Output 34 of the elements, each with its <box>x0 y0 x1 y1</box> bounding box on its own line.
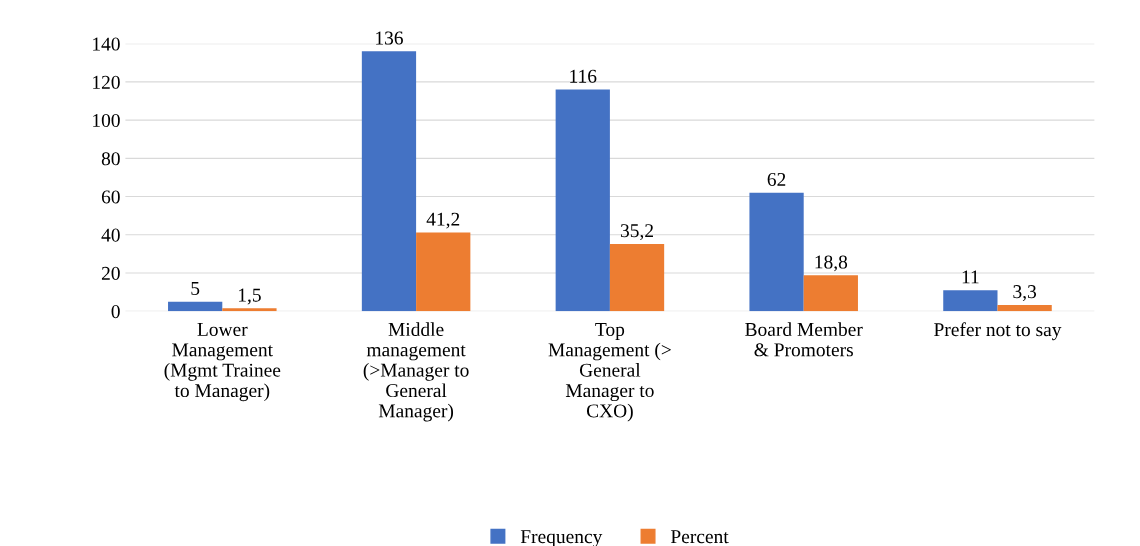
data-label: 116 <box>570 69 597 83</box>
data-label: 1,5 <box>238 288 261 305</box>
data-label: 18,8 <box>815 255 848 272</box>
data-label: 3,3 <box>1013 285 1037 301</box>
bar <box>222 308 277 312</box>
x-tick-label: Prefer not to say <box>934 322 1062 341</box>
y-tick-label: 60 <box>101 190 120 204</box>
bar <box>416 232 471 312</box>
data-label: 62 <box>767 172 786 187</box>
x-tick-label: Middle management (>Manager to General Manager) <box>363 322 469 422</box>
bar <box>997 304 1052 312</box>
data-label: 136 <box>376 31 403 45</box>
x-tick-label: Lower Management (Mgmt Trainee to Manager) <box>164 323 281 402</box>
y-tick-label: 140 <box>93 37 120 51</box>
x-tick-label: Board Member & Promoters <box>745 322 863 357</box>
bar <box>361 51 417 312</box>
y-tick-label: 120 <box>93 75 120 89</box>
bar <box>803 275 858 312</box>
y-tick-label: 20 <box>101 266 120 280</box>
bar <box>168 301 223 312</box>
y-tick-label: 80 <box>101 152 120 166</box>
bar <box>609 243 665 312</box>
y-tick-label: 40 <box>101 228 120 242</box>
data-label: 11 <box>962 270 979 284</box>
x-tick-label: Top Management (> General Manager to CXO) <box>548 323 671 422</box>
legend-label: Percent <box>670 530 729 544</box>
data-label: 35,2 <box>620 224 653 241</box>
bar <box>943 290 998 312</box>
bar <box>749 192 804 312</box>
y-tick-label: 0 <box>111 305 120 319</box>
data-label: 41,2 <box>426 212 460 229</box>
data-label: 5 <box>191 282 200 295</box>
bar <box>555 89 610 312</box>
y-tick-label: 100 <box>93 113 120 128</box>
